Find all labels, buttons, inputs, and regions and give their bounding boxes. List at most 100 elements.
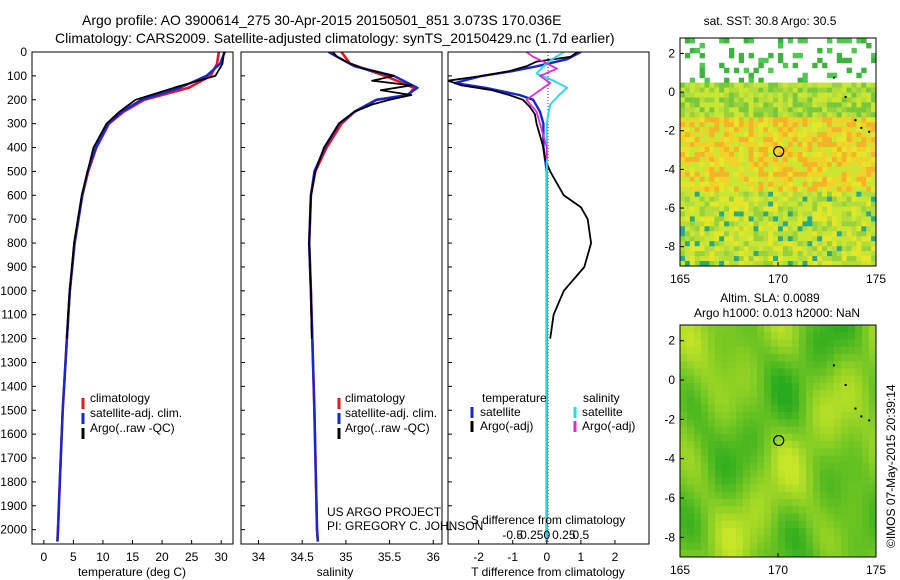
- sst-cell: [822, 211, 828, 217]
- sla-cell: [708, 441, 716, 449]
- depth-tick-label: 700: [7, 212, 27, 226]
- sla-cell: [862, 542, 870, 551]
- sst-cell: [748, 231, 754, 237]
- sst-cell: [802, 82, 808, 88]
- sla-cell: [701, 433, 709, 442]
- depth-tick-label: 2000: [0, 523, 27, 537]
- sla-cell: [680, 484, 688, 493]
- sst-cell: [866, 43, 872, 49]
- sla-cell: [799, 528, 807, 536]
- sst-cell: [836, 147, 843, 153]
- sst-cell: [699, 87, 705, 93]
- sst-cell: [817, 216, 823, 222]
- sst-cell: [763, 231, 769, 237]
- sla-cell: [757, 412, 765, 420]
- sst-cell: [773, 152, 779, 158]
- sst-cell: [861, 201, 867, 207]
- sst-cell: [719, 87, 725, 93]
- sst-cell: [797, 97, 803, 103]
- sst-cell: [787, 256, 794, 262]
- sst-cell: [704, 176, 710, 183]
- sla-cell: [785, 361, 793, 370]
- sst-cell: [807, 231, 813, 237]
- sla-cell: [834, 462, 842, 471]
- sst-cell: [841, 142, 847, 148]
- sst-cell: [738, 201, 745, 207]
- sst-cell: [797, 87, 803, 93]
- sst-cell: [812, 196, 818, 202]
- sst-cell: [689, 216, 696, 222]
- sla-cell: [778, 513, 786, 522]
- sla-cell: [715, 346, 723, 355]
- sst-cell: [724, 38, 730, 44]
- sst-cell: [851, 221, 857, 227]
- sla-cell: [771, 462, 779, 471]
- sst-cell: [704, 211, 710, 217]
- sla-cell: [806, 499, 814, 507]
- sst-cell: [822, 87, 828, 93]
- sla-cell: [848, 535, 856, 544]
- sla-cell: [827, 491, 835, 500]
- sst-cell: [797, 251, 803, 257]
- sst-cell: [836, 196, 843, 202]
- sst-cell: [680, 261, 686, 266]
- sla-cell: [736, 535, 744, 544]
- sst-cell: [782, 142, 789, 148]
- sla-cell: [820, 375, 828, 384]
- sst-cell: [743, 166, 749, 173]
- sst-cell: [753, 122, 759, 128]
- map-y-tick-label: 2: [668, 334, 675, 348]
- sst-cell: [709, 127, 715, 133]
- sst-cell: [861, 161, 867, 168]
- sst-cell: [861, 142, 867, 148]
- sst-cell: [748, 157, 754, 163]
- sst-cell: [684, 157, 691, 163]
- sst-cell: [836, 261, 843, 266]
- sst-cell: [778, 87, 784, 93]
- sst-cell: [729, 221, 735, 227]
- sst-cell: [782, 181, 789, 188]
- sst-cell: [861, 211, 867, 217]
- sla-cell: [694, 325, 702, 333]
- sla-cell: [694, 426, 702, 435]
- sst-cell: [768, 157, 774, 163]
- sst-cell: [689, 226, 696, 232]
- sst-cell: [768, 137, 774, 143]
- sla-cell: [694, 433, 702, 442]
- sla-cell: [757, 455, 765, 464]
- sst-cell: [817, 251, 823, 257]
- sla-cell: [750, 404, 758, 413]
- sst-cell: [719, 97, 725, 103]
- sst-cell: [724, 191, 730, 198]
- sst-cell: [856, 261, 862, 266]
- sst-cell: [778, 211, 784, 217]
- sla-cell: [687, 419, 695, 428]
- sst-cell: [743, 67, 749, 74]
- sst-cell: [841, 152, 847, 158]
- sst-cell: [729, 97, 735, 103]
- sst-cell: [787, 147, 794, 153]
- sla-cell: [743, 397, 751, 406]
- sst-cell: [694, 216, 700, 222]
- sst-cell: [773, 176, 779, 183]
- sla-cell: [771, 441, 779, 449]
- sst-cell: [802, 221, 808, 227]
- sst-cell: [684, 241, 691, 247]
- sst-cell: [724, 137, 730, 143]
- sst-cell: [680, 196, 686, 202]
- sla-cell: [694, 549, 702, 557]
- sla-cell: [715, 361, 723, 370]
- sst-cell: [738, 161, 745, 168]
- sla-cell: [701, 375, 709, 384]
- sla-cell: [743, 491, 751, 500]
- sst-cell: [836, 122, 843, 128]
- sst-cell: [684, 196, 691, 202]
- sst-cell: [773, 251, 779, 257]
- sst-cell: [792, 107, 798, 113]
- sla-cell: [764, 412, 772, 420]
- sst-cell: [841, 246, 847, 252]
- sst-cell: [787, 236, 794, 242]
- sst-cell: [787, 152, 794, 158]
- sst-cell: [689, 261, 696, 266]
- sst-cell: [689, 157, 696, 163]
